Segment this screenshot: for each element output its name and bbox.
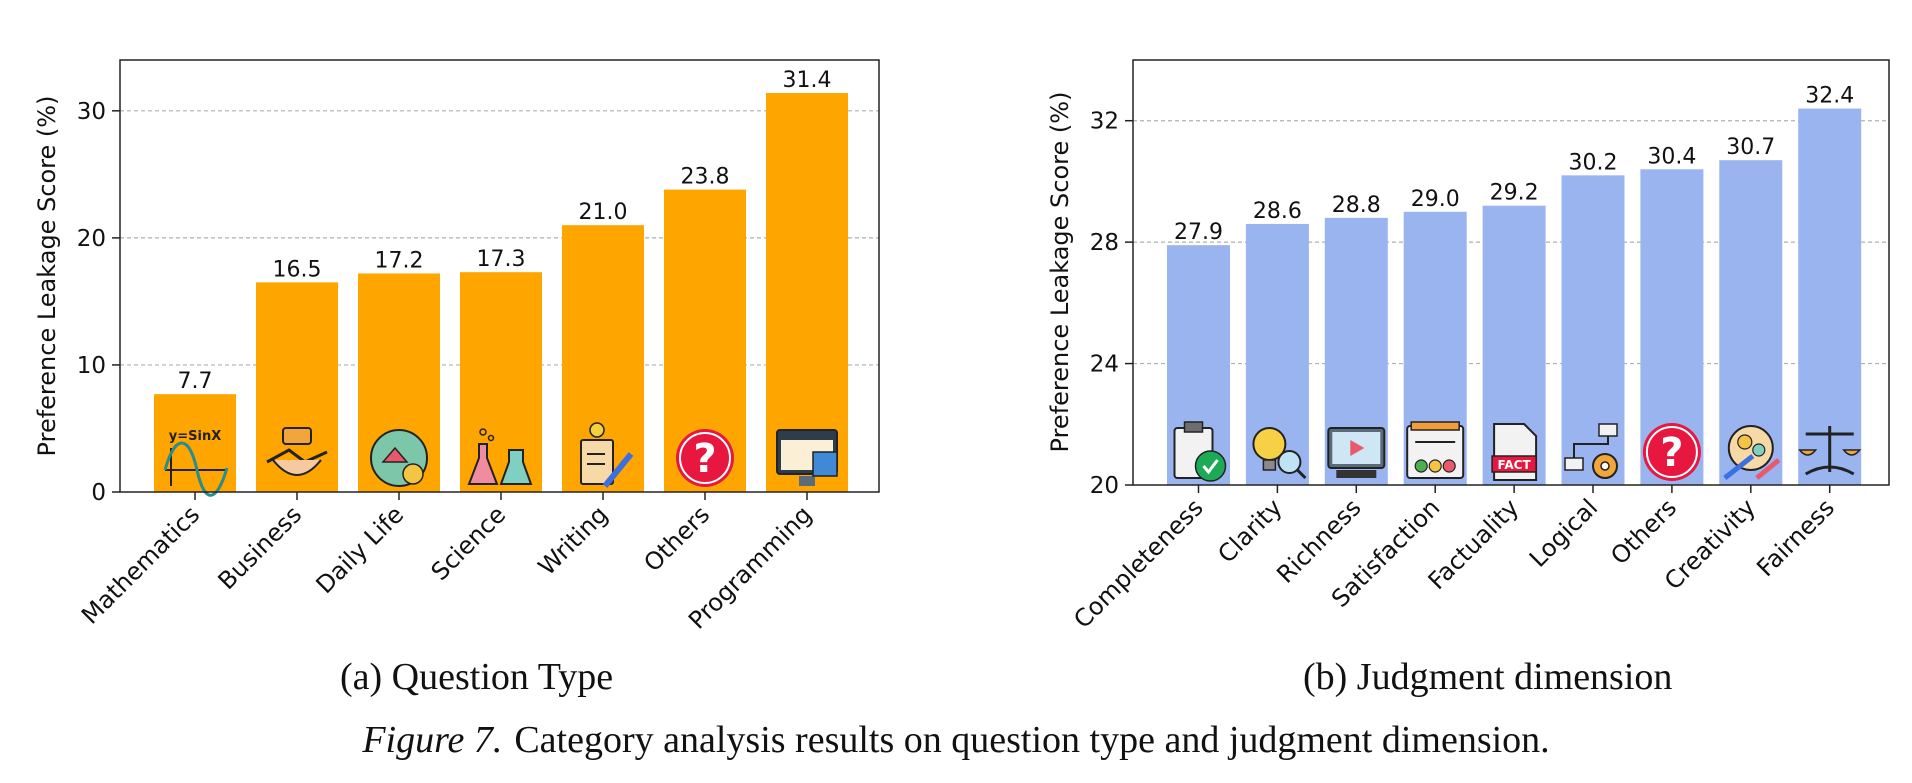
data-label: 31.4 (783, 68, 832, 93)
data-label: 21.0 (579, 200, 628, 225)
svg-text:?: ? (1660, 430, 1683, 476)
data-label: 17.3 (477, 247, 526, 272)
y-tick-label: 0 (91, 480, 106, 506)
subcaption-a: (a) Question Type (340, 656, 614, 698)
subcaption-b: (b) Judgment dimension (1303, 656, 1673, 698)
y-axis-label: Preference Leakage Score (%) (33, 96, 61, 457)
data-label: 32.4 (1805, 84, 1854, 109)
svg-text:y=SinX: y=SinX (169, 429, 221, 444)
survey-icon (1406, 421, 1465, 479)
x-tick-label: Logical (1524, 493, 1603, 572)
handshake-icon (266, 427, 328, 476)
data-label: 27.9 (1174, 220, 1223, 245)
x-tick-label: Others (638, 500, 715, 577)
data-label: 28.8 (1332, 193, 1381, 218)
data-label: 28.6 (1253, 199, 1302, 224)
globe-home-icon (370, 429, 428, 487)
figure-caption: Figure 7. Category analysis results on qu… (0, 718, 1912, 762)
question-icon: ? (1642, 423, 1701, 481)
chart-question-type: 7.7 y=SinX 16.5 17.2 17.3 21.0 23.8? 31.4 0 10 20 3… (33, 59, 880, 635)
x-tick-label: Clarity (1212, 493, 1287, 568)
bulb-magnifier-icon (1252, 427, 1307, 480)
data-label: 29.2 (1490, 181, 1539, 206)
media-board-icon (1327, 427, 1386, 478)
scales-icon (1798, 426, 1862, 476)
flask-icon (467, 428, 533, 485)
y-tick-label: 28 (1090, 230, 1119, 256)
fact-document-icon: FACT (1491, 423, 1538, 481)
sine-wave-icon: y=SinX (163, 429, 229, 497)
data-label: 16.5 (273, 257, 322, 282)
bar-fairness (1798, 108, 1862, 486)
data-label: 29.0 (1411, 187, 1460, 212)
y-tick-label: 10 (77, 353, 106, 379)
y-tick-label: 20 (1090, 473, 1119, 499)
y-tick-label: 20 (77, 226, 106, 252)
figure-caption-label: Figure 7. (362, 719, 503, 761)
svg-text:?: ? (693, 436, 716, 482)
x-tick-label: Writing (533, 500, 613, 580)
bar-science (460, 272, 542, 492)
x-tick-label: Completeness (1068, 493, 1208, 633)
data-label: 30.2 (1569, 150, 1618, 175)
computer-code-icon (776, 429, 838, 486)
data-label: 30.4 (1647, 144, 1696, 169)
bar-logical (1561, 175, 1625, 485)
x-tick-label: Fairness (1751, 493, 1840, 582)
y-tick-label: 24 (1090, 352, 1119, 378)
data-label: 30.7 (1726, 135, 1775, 160)
notepad-icon (580, 422, 634, 488)
clipboard-check-icon (1173, 421, 1227, 482)
figure-caption-text: Category analysis results on question ty… (514, 719, 1550, 761)
x-tick-label: Business (213, 500, 308, 595)
svg-text:FACT: FACT (1498, 458, 1532, 472)
y-axis-label: Preference Leakage Score (%) (1046, 92, 1074, 453)
data-label: 17.2 (375, 248, 424, 273)
y-tick-label: 32 (1090, 109, 1119, 135)
plot-frame (1132, 59, 1890, 486)
bar-mathematics (154, 394, 236, 492)
x-tick-label: Others (1605, 493, 1682, 570)
x-tick-label: Science (426, 500, 512, 586)
x-tick-label: Mathematics (76, 500, 205, 629)
flow-gear-icon (1564, 423, 1618, 479)
plot-frame (119, 59, 880, 493)
data-label: 23.8 (681, 165, 730, 190)
bar-programming (766, 93, 848, 493)
chart-judgment-dimension: 27.9 28.6 28.8 29.0 29.2 FACT 30.2 30.4? 30.7 32.… (1046, 59, 1890, 634)
data-label: 7.7 (178, 369, 213, 394)
creative-head-icon (1723, 425, 1781, 480)
x-tick-label: Daily Life (311, 500, 410, 599)
question-icon: ? (676, 429, 734, 487)
y-tick-label: 30 (77, 99, 106, 125)
